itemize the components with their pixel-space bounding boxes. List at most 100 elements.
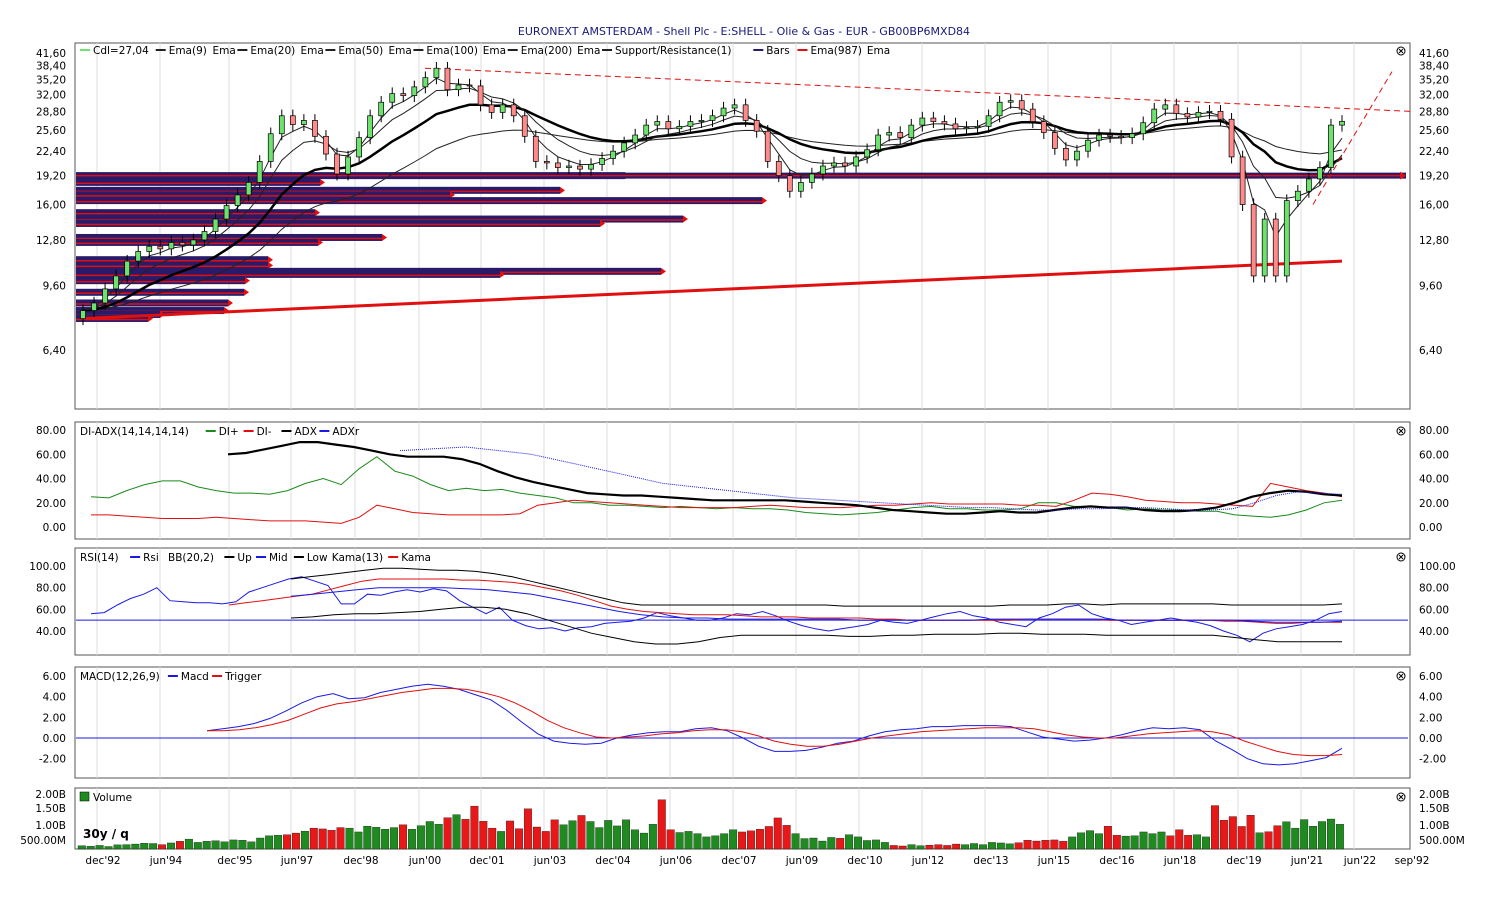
support-resistance-bar bbox=[76, 233, 382, 241]
volume-bar bbox=[336, 827, 345, 850]
y-tick-label-right: 20.00 bbox=[1419, 498, 1449, 510]
volume-bar bbox=[755, 829, 764, 850]
volume-bar bbox=[1273, 825, 1282, 850]
di-adx-panel: 80.00 80.00 60.00 60.00 40.00 40.00 20.00 20.00… bbox=[36, 421, 1449, 540]
candle-body bbox=[1272, 218, 1279, 277]
volume-bars bbox=[77, 799, 1344, 850]
y-tick-label-right: 80.00 bbox=[1419, 425, 1449, 437]
volume-close-button[interactable] bbox=[1396, 792, 1406, 802]
rsi-legend: RSI(14) Rsi BB(20,2) Up Mid Low Kama(13) Kama bbox=[80, 552, 431, 564]
y-tick-label-right: 100.00 bbox=[1419, 561, 1456, 573]
volume-bar bbox=[318, 828, 327, 850]
legend-label: DI- bbox=[257, 426, 272, 438]
series-adxr bbox=[399, 446, 1343, 511]
candle-body bbox=[1007, 100, 1014, 103]
candle-body bbox=[676, 125, 683, 130]
y-tick-label-right: -2.00 bbox=[1419, 754, 1446, 766]
candle-body bbox=[1217, 110, 1224, 120]
volume-bar bbox=[193, 842, 202, 850]
volume-bar bbox=[265, 835, 274, 850]
price-close-button[interactable] bbox=[1396, 46, 1406, 56]
support-resistance-bar bbox=[76, 209, 315, 217]
series-macd bbox=[206, 683, 1343, 766]
x-tick-label: jun'15 bbox=[1037, 855, 1070, 867]
volume-bar bbox=[880, 842, 889, 850]
rsi-close-button[interactable] bbox=[1396, 552, 1406, 562]
candle-body bbox=[543, 161, 550, 164]
candle-body bbox=[179, 242, 186, 246]
volume-bar bbox=[1166, 835, 1175, 850]
legend-label: RSI(14) bbox=[80, 552, 119, 564]
volume-bar bbox=[1059, 841, 1068, 850]
support-resistance-bar bbox=[76, 186, 560, 194]
candle-body bbox=[367, 115, 373, 138]
volume-bar bbox=[1148, 833, 1157, 850]
support-resistance-bar bbox=[76, 307, 224, 315]
y-tick-label-right: 28,80 bbox=[1419, 106, 1449, 118]
candle-body bbox=[930, 117, 937, 122]
candle-body bbox=[864, 149, 870, 158]
volume-bar bbox=[1246, 815, 1255, 850]
volume-bar bbox=[541, 831, 550, 850]
y-tick-label-left: 16,00 bbox=[36, 200, 66, 212]
candle-body bbox=[102, 288, 108, 304]
volume-bar bbox=[702, 836, 711, 850]
candle-body bbox=[146, 245, 153, 252]
x-tick-label: jun'97 bbox=[280, 855, 313, 867]
candle-body bbox=[1261, 218, 1268, 277]
x-tick-label: dec'13 bbox=[973, 855, 1008, 867]
legend-label: Bars bbox=[766, 45, 789, 57]
macd-close-button[interactable] bbox=[1396, 671, 1406, 681]
volume-bar bbox=[309, 827, 318, 850]
legend-label: Ema(987) bbox=[811, 45, 863, 57]
rsi-panel: 100.00 100.00 80.00 80.00 60.00 60.00 40.00 40.… bbox=[29, 547, 1456, 656]
candle-body bbox=[599, 158, 605, 165]
di-adx-close-button[interactable] bbox=[1396, 426, 1406, 436]
legend-label: Cdl=27,04 bbox=[93, 45, 149, 57]
rsi-series bbox=[76, 567, 1408, 645]
candle-body bbox=[356, 137, 362, 158]
legend-label: Ema bbox=[301, 45, 324, 57]
macd-panel: 6.00 6.00 4.00 4.00 2.00 2.00 0.00 0.00 -2.00 -2.… bbox=[39, 666, 1446, 779]
volume-bar bbox=[622, 819, 631, 850]
volume-bar bbox=[1300, 819, 1309, 850]
legend-label: Ema bbox=[867, 45, 890, 57]
di-adx-y-axis-labels: 80.00 80.00 60.00 60.00 40.00 40.00 20.00 20.00… bbox=[36, 425, 1449, 534]
volume-bar bbox=[925, 845, 934, 850]
volume-bar bbox=[229, 839, 238, 850]
legend-label: Support/Resistance(1) bbox=[615, 45, 732, 57]
legend-label: DI-ADX(14,14,14,14) bbox=[80, 426, 189, 438]
support-resistance-bar bbox=[76, 197, 762, 205]
volume-bar bbox=[648, 824, 657, 850]
volume-bar bbox=[1014, 842, 1023, 850]
volume-bar bbox=[1175, 829, 1184, 850]
candle-body bbox=[157, 245, 164, 250]
rsi-y-axis-labels: 100.00 100.00 80.00 80.00 60.00 60.00 40.00 40.… bbox=[29, 561, 1456, 638]
volume-bar bbox=[577, 815, 586, 850]
volume-bar bbox=[372, 827, 381, 850]
y-tick-label-left: 60.00 bbox=[36, 604, 66, 616]
volume-bar bbox=[1202, 836, 1210, 850]
volume-bar bbox=[747, 830, 755, 850]
price-series bbox=[76, 67, 1411, 322]
candle-body bbox=[665, 121, 672, 130]
x-tick-label: dec'95 bbox=[217, 855, 252, 867]
candle-body bbox=[1040, 121, 1047, 133]
volume-bar bbox=[952, 843, 961, 850]
volume-bar bbox=[845, 834, 854, 850]
support-resistance-arrow bbox=[244, 288, 249, 296]
volume-bar bbox=[898, 845, 907, 850]
candle-body bbox=[389, 93, 396, 103]
candle-body bbox=[301, 120, 307, 125]
y-tick-label-right: 1.50B bbox=[1419, 803, 1450, 815]
candle-body bbox=[212, 218, 219, 232]
x-tick-label: jun'00 bbox=[408, 855, 441, 867]
volume-bar bbox=[220, 841, 229, 850]
candle-body bbox=[1085, 139, 1091, 152]
volume-bar bbox=[1005, 843, 1014, 850]
rsi-panel-frame bbox=[74, 547, 1411, 656]
series-trigger bbox=[207, 687, 1343, 757]
candle-body bbox=[1184, 113, 1191, 118]
y-tick-label-right: 40.00 bbox=[1419, 474, 1449, 486]
